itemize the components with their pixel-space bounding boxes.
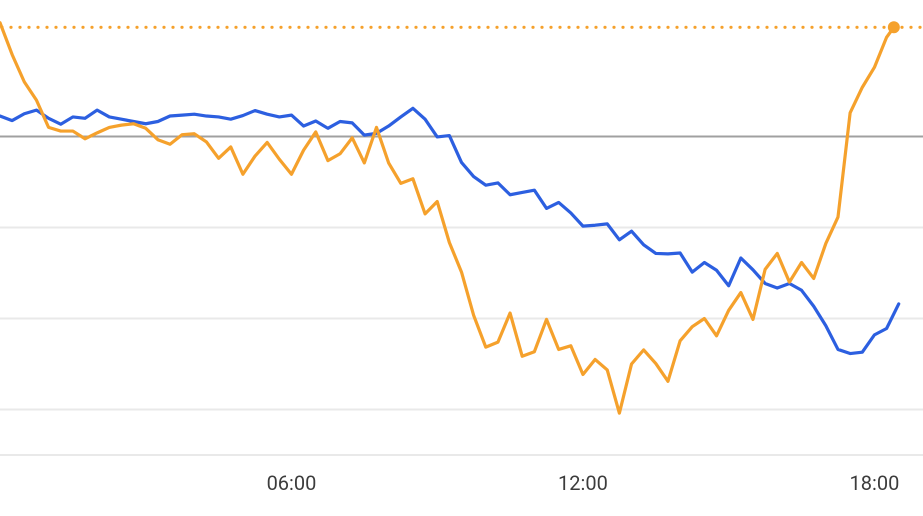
x-tick-label: 12:00 — [558, 471, 608, 495]
x-tick-label: 06:00 — [267, 471, 317, 495]
line-chart: 06:00 12:00 18:00 — [0, 0, 923, 516]
chart-bg — [0, 0, 923, 516]
chart-canvas: 06:00 12:00 18:00 — [0, 0, 923, 516]
series-orange-marker — [888, 21, 900, 33]
x-tick-label: 18:00 — [850, 471, 900, 495]
